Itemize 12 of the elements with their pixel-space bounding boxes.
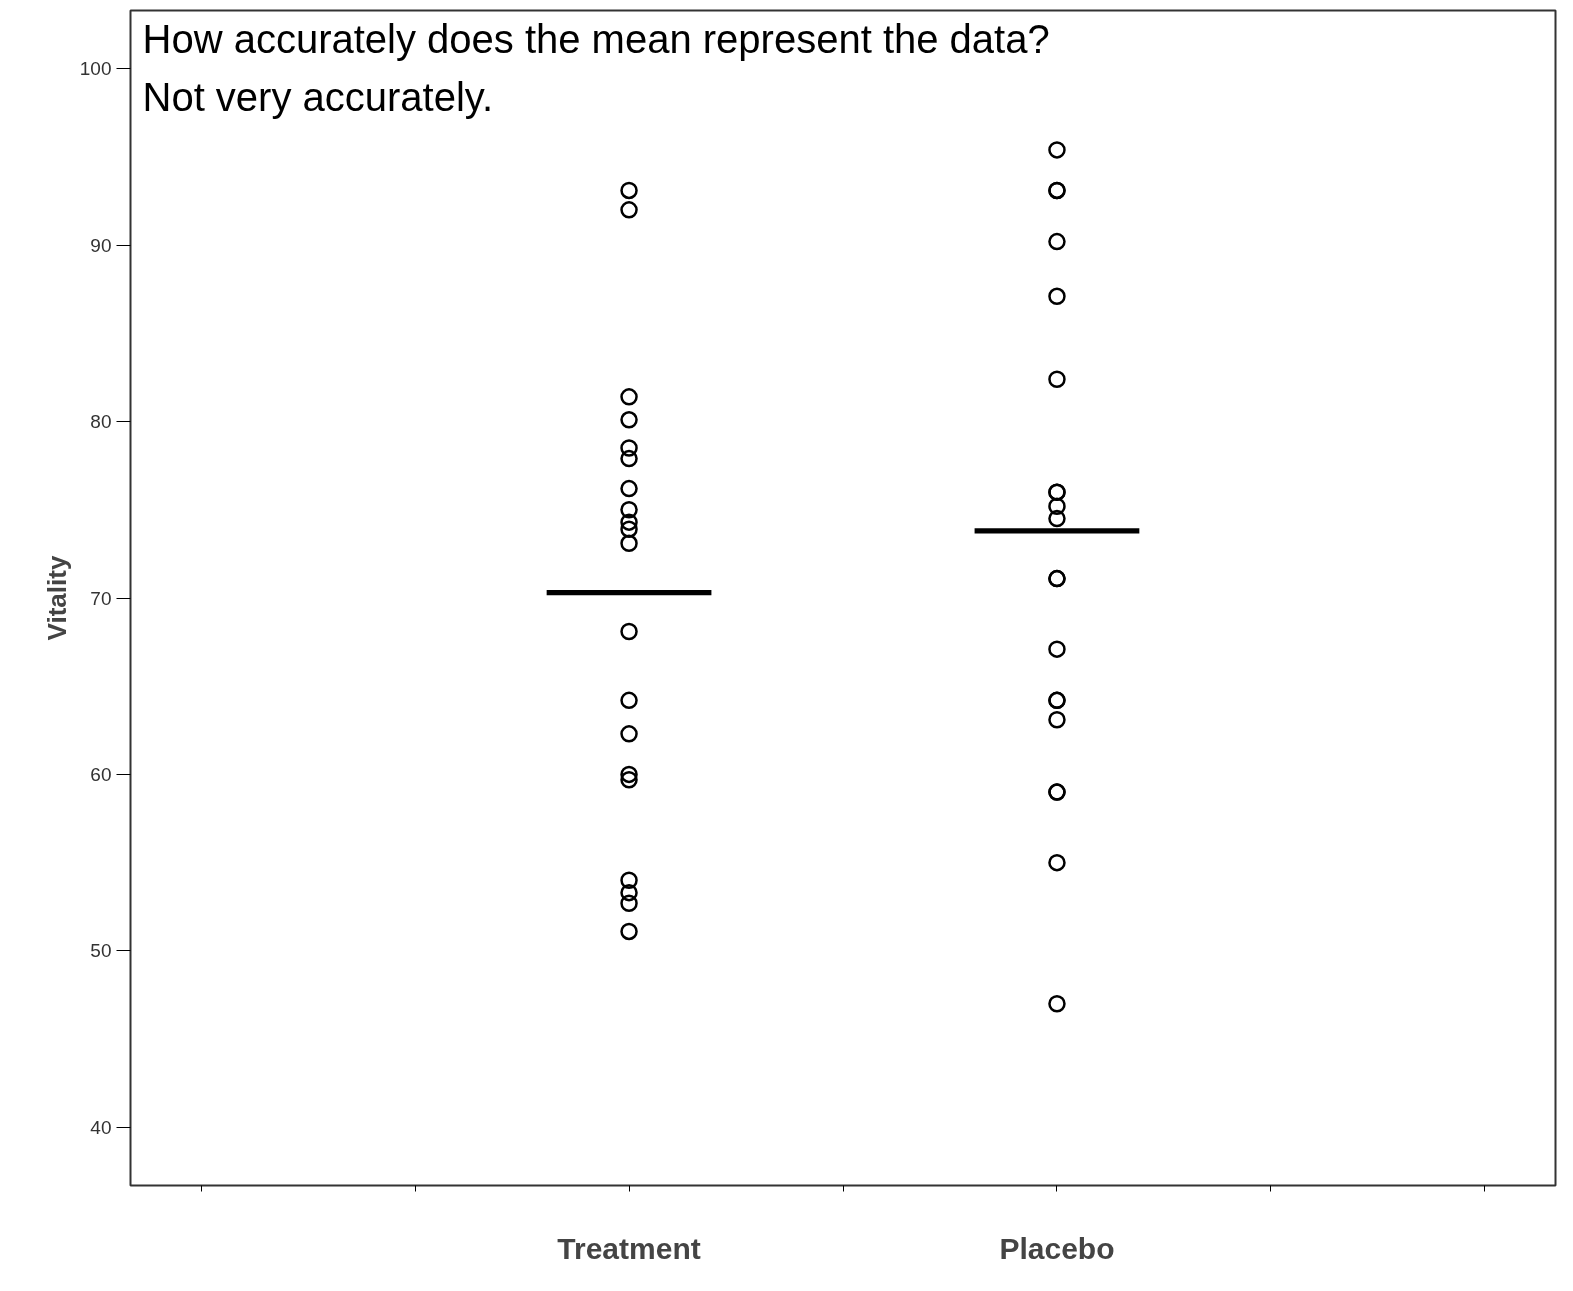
y-tick-label: 50 <box>90 940 112 962</box>
y-tick-label: 90 <box>90 234 112 256</box>
annotation: How accurately does the mean represent the data? <box>142 16 1050 61</box>
x-tick-label: Placebo <box>999 1231 1115 1265</box>
y-tick-label: 40 <box>90 1116 112 1138</box>
y-axis-title: Vitality <box>41 555 72 641</box>
y-tick-label: 60 <box>90 763 112 785</box>
annotation: Not very accurately. <box>142 74 493 119</box>
x-tick-label: Treatment <box>557 1231 701 1265</box>
y-tick-label: 100 <box>79 58 112 80</box>
y-tick-label: 70 <box>90 587 112 609</box>
y-tick-label: 80 <box>90 411 112 433</box>
